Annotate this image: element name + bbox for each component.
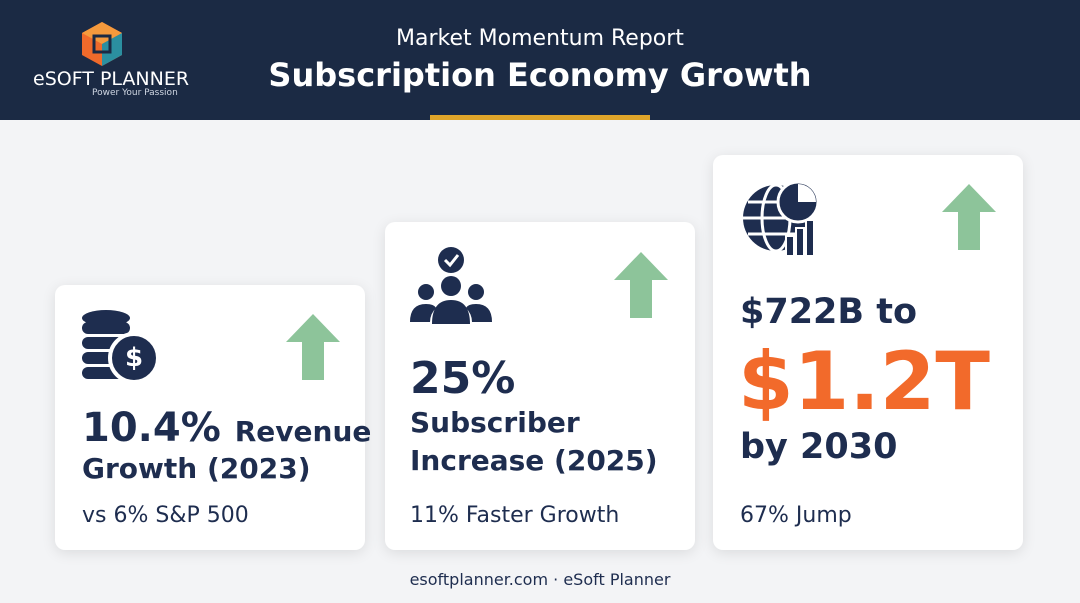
card-headline: 10.4% Revenue [82,405,371,451]
card-headline-text: by 2030 [740,427,898,467]
logo-name: eSOFT PLANNER [33,68,190,90]
people-icon [410,247,492,324]
header-kicker: Market Momentum Report [396,26,684,51]
header [0,0,1080,120]
svg-text:$: $ [125,343,143,373]
footer-source: esoftplanner.com · eSoft Planner [409,570,671,589]
logo-tagline: Power Your Passion [92,88,178,98]
card-headline-text: $722B to [740,292,918,332]
card-note: vs 6% S&P 500 [82,503,249,528]
card-headline-text: Subscriber [410,406,580,439]
logo-icon [82,22,122,66]
card-note: 67% Jump [740,503,852,528]
coins-icon: $ [82,310,160,384]
card-headline-text: Growth (2023) [82,452,311,485]
up-arrow [614,252,668,318]
card-note: 11% Faster Growth [410,503,620,528]
header-title: Subscription Economy Growth [268,56,812,94]
card-highlight: 25% [410,353,516,404]
card-highlight: 10.4% [82,405,221,451]
up-arrow [942,184,996,250]
header-accent [430,115,650,120]
card-headline-text: Increase (2025) [410,444,658,477]
card-headline-text: Revenue [234,415,372,448]
up-arrow [286,314,340,380]
globe-chart-icon [743,180,820,257]
card-highlight: $1.2T [738,335,990,428]
